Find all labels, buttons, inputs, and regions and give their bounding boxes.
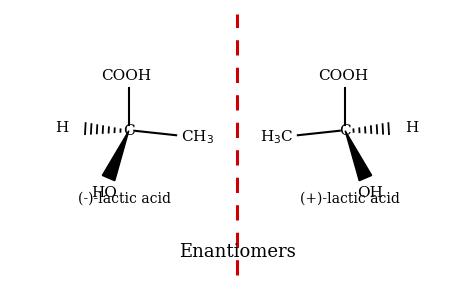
Text: H: H	[405, 122, 419, 135]
Text: CH$_3$: CH$_3$	[181, 129, 214, 146]
Text: (-)-lactic acid: (-)-lactic acid	[78, 191, 171, 205]
Polygon shape	[345, 131, 372, 181]
Text: COOH: COOH	[318, 69, 368, 84]
Text: C: C	[339, 124, 351, 138]
Text: HO: HO	[91, 186, 117, 200]
Text: COOH: COOH	[101, 69, 152, 84]
Text: H: H	[55, 122, 69, 135]
Text: (+)-lactic acid: (+)-lactic acid	[300, 191, 400, 205]
Polygon shape	[102, 131, 129, 181]
Text: H$_3$C: H$_3$C	[260, 129, 293, 146]
Text: C: C	[123, 124, 135, 138]
Text: Enantiomers: Enantiomers	[179, 243, 295, 261]
Text: OH: OH	[357, 186, 383, 200]
